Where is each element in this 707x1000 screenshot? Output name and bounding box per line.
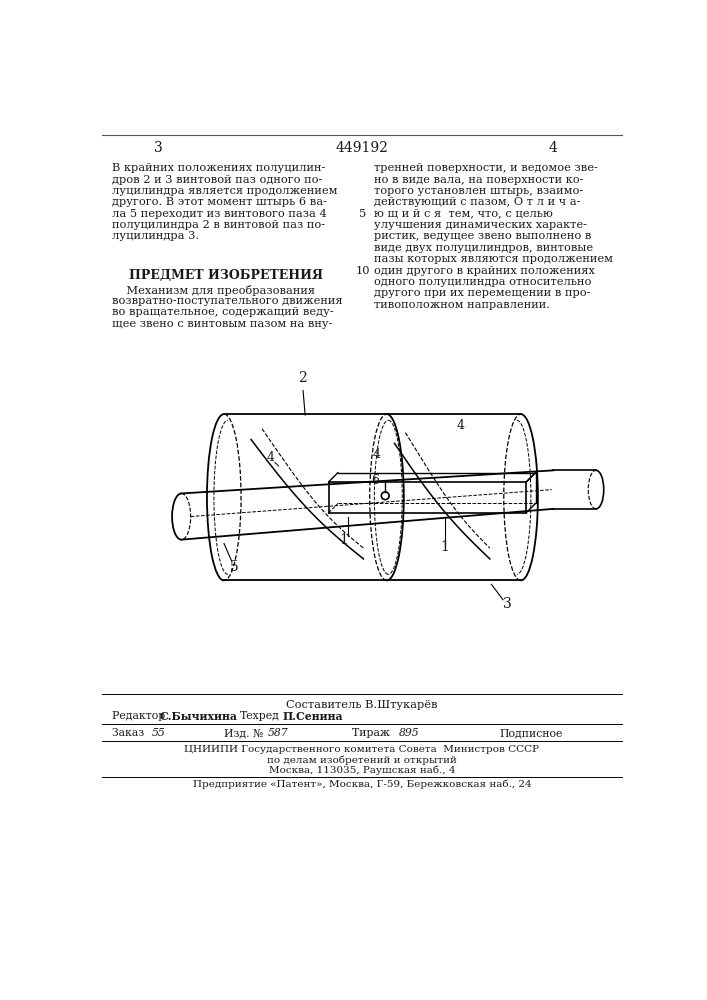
Text: щее звено с винтовым пазом на вну-: щее звено с винтовым пазом на вну- bbox=[112, 319, 332, 329]
Text: Москва, 113035, Раушская наб., 4: Москва, 113035, Раушская наб., 4 bbox=[269, 765, 455, 775]
Text: С.Бычихина: С.Бычихина bbox=[160, 711, 238, 722]
Text: В крайних положениях полуцилин-: В крайних положениях полуцилин- bbox=[112, 163, 325, 173]
Text: Подписное: Подписное bbox=[499, 728, 563, 738]
Text: Тираж: Тираж bbox=[352, 728, 397, 738]
Text: Редактор: Редактор bbox=[112, 711, 168, 721]
Text: одного полуцилиндра относительно: одного полуцилиндра относительно bbox=[373, 277, 591, 287]
Text: ПРЕДМЕТ ИЗОБРЕТЕНИЯ: ПРЕДМЕТ ИЗОБРЕТЕНИЯ bbox=[129, 269, 323, 282]
Text: по делам изобретений и открытий: по делам изобретений и открытий bbox=[267, 755, 457, 765]
Text: 895: 895 bbox=[398, 728, 419, 738]
Text: Изд. №: Изд. № bbox=[224, 728, 270, 738]
Text: торого установлен штырь, взаимо-: торого установлен штырь, взаимо- bbox=[373, 186, 583, 196]
Text: ю щ и й с я  тем, что, с целью: ю щ и й с я тем, что, с целью bbox=[373, 209, 552, 219]
Text: пазы которых являются продолжением: пазы которых являются продолжением bbox=[373, 254, 612, 264]
Text: 6: 6 bbox=[371, 474, 379, 487]
Text: луцилиндра 3.: луцилиндра 3. bbox=[112, 231, 199, 241]
Text: 4: 4 bbox=[549, 141, 558, 155]
Text: П.Сенина: П.Сенина bbox=[282, 711, 343, 722]
Text: 449192: 449192 bbox=[336, 141, 388, 155]
Text: но в виде вала, на поверхности ко-: но в виде вала, на поверхности ко- bbox=[373, 175, 583, 185]
Text: виде двух полуцилиндров, винтовые: виде двух полуцилиндров, винтовые bbox=[373, 243, 592, 253]
Text: Составитель В.Штукарёв: Составитель В.Штукарёв bbox=[286, 700, 438, 710]
Text: 2: 2 bbox=[298, 371, 306, 415]
Text: 4: 4 bbox=[457, 419, 464, 432]
Text: возвратно-поступательного движения: возвратно-поступательного движения bbox=[112, 296, 342, 306]
Text: 587: 587 bbox=[268, 728, 288, 738]
Text: действующий с пазом, О т л и ч а-: действующий с пазом, О т л и ч а- bbox=[373, 197, 580, 207]
Text: ЦНИИПИ Государственного комитета Совета  Министров СССР: ЦНИИПИ Государственного комитета Совета … bbox=[185, 745, 539, 754]
Text: 55: 55 bbox=[152, 728, 165, 738]
Text: ла 5 переходит из винтового паза 4: ла 5 переходит из винтового паза 4 bbox=[112, 209, 327, 219]
Text: ристик, ведущее звено выполнено в: ристик, ведущее звено выполнено в bbox=[373, 231, 591, 241]
Text: 4: 4 bbox=[373, 448, 380, 461]
Text: другого при их перемещении в про-: другого при их перемещении в про- bbox=[373, 288, 590, 298]
Text: тивоположном направлении.: тивоположном направлении. bbox=[373, 300, 549, 310]
Text: 5: 5 bbox=[230, 560, 238, 574]
Text: дров 2 и 3 винтовой паз одного по-: дров 2 и 3 винтовой паз одного по- bbox=[112, 175, 322, 185]
Text: во вращательное, содержащий веду-: во вращательное, содержащий веду- bbox=[112, 307, 334, 317]
Text: один другого в крайних положениях: один другого в крайних положениях bbox=[373, 266, 595, 276]
Text: Механизм для преобразования: Механизм для преобразования bbox=[112, 285, 315, 296]
Text: 1: 1 bbox=[440, 540, 450, 554]
Text: 3: 3 bbox=[153, 141, 163, 155]
Text: 10: 10 bbox=[356, 266, 370, 276]
Text: полуцилиндра 2 в винтовой паз по-: полуцилиндра 2 в винтовой паз по- bbox=[112, 220, 325, 230]
Text: луцилиндра является продолжением: луцилиндра является продолжением bbox=[112, 186, 337, 196]
Text: 5: 5 bbox=[359, 209, 366, 219]
Text: тренней поверхности, и ведомое зве-: тренней поверхности, и ведомое зве- bbox=[373, 163, 597, 173]
Text: улучшения динамических характе-: улучшения динамических характе- bbox=[373, 220, 587, 230]
Text: 3: 3 bbox=[503, 597, 511, 611]
Text: Техред: Техред bbox=[240, 711, 279, 721]
Text: другого. В этот момент штырь 6 ва-: другого. В этот момент штырь 6 ва- bbox=[112, 197, 327, 207]
Text: 4: 4 bbox=[267, 451, 274, 464]
Text: Предприятие «Патент», Москва, Г-59, Бережковская наб., 24: Предприятие «Патент», Москва, Г-59, Бере… bbox=[192, 780, 531, 789]
Text: 1: 1 bbox=[339, 533, 349, 547]
Text: Заказ: Заказ bbox=[112, 728, 151, 738]
